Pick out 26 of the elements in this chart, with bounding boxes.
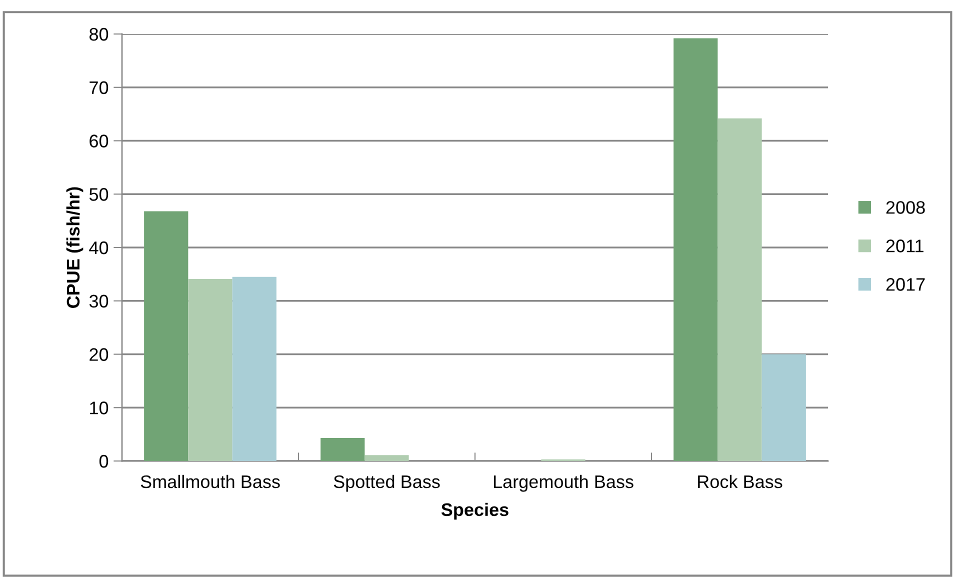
bar [232,276,276,461]
bar [320,438,365,461]
bar [762,354,806,461]
y-tick-label: 60 [90,134,108,148]
y-tick-label: 10 [90,402,108,414]
y-tick-label: 40 [89,241,108,254]
y-tick-label: 80 [90,28,108,41]
bar [674,38,718,461]
x-tick-label: Spotted Bass [334,474,440,492]
bar [188,278,232,461]
bar [718,118,762,461]
bar [364,455,409,461]
y-tick-label: 20 [90,348,108,361]
y-axis-title: CPUE (fish/hr) [66,187,84,308]
x-tick-label: Rock Bass [698,474,782,488]
legend-label: 2008 [886,201,925,214]
x-axis-title: Species [441,502,508,520]
x-tick-label: Largemouth Bass [494,474,634,492]
bar [144,211,188,461]
x-tick-label: Smallmouth Bass [140,474,280,488]
y-tick-label: 70 [90,81,108,94]
y-tick-label: 30 [89,294,108,308]
y-tick-label: 0 [99,454,108,468]
legend-label: 2017 [886,278,925,291]
legend-label: 2011 [886,240,924,252]
y-tick-label: 50 [89,188,108,201]
